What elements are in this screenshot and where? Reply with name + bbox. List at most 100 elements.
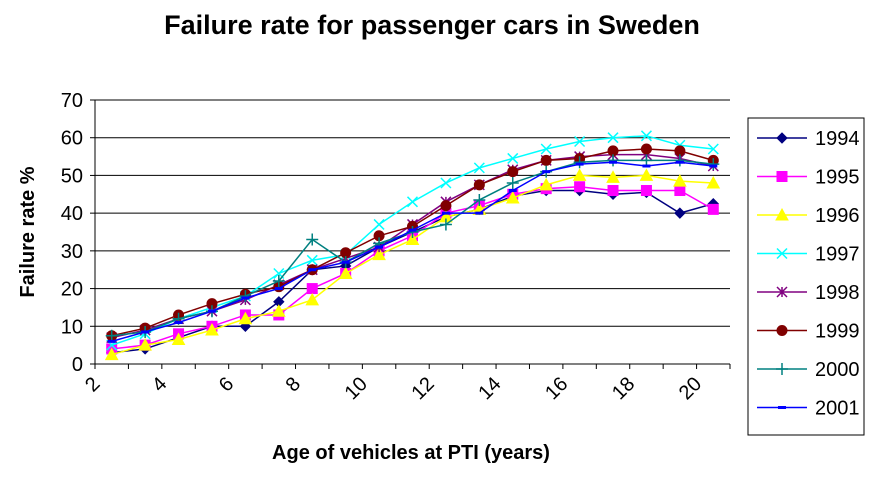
- data-point-1997: [707, 143, 719, 155]
- x-tick-label: 8: [282, 373, 305, 396]
- series-1994: [106, 184, 719, 359]
- data-point-1996: [405, 232, 420, 246]
- data-point-1996: [372, 247, 386, 261]
- data-point-1997: [373, 218, 385, 230]
- data-point-2000: [573, 156, 586, 169]
- data-point-1995: [607, 185, 619, 197]
- data-point-1996: [539, 177, 554, 191]
- data-point-1996: [238, 311, 253, 325]
- legend-label: 2000: [815, 359, 860, 381]
- data-point-2000: [506, 176, 519, 189]
- data-point-1999: [640, 143, 652, 155]
- legend-item-1996: 1996: [757, 205, 860, 227]
- x-tick-label: 12: [407, 373, 438, 404]
- data-point-2001: [709, 164, 718, 168]
- data-point-1996: [706, 175, 721, 189]
- y-axis-label: Failure rate %: [17, 166, 39, 297]
- legend-item-1999: 1999: [757, 321, 860, 343]
- data-point-1995: [574, 181, 586, 193]
- data-point-1996: [271, 304, 286, 317]
- legend-item-1998: 1998: [757, 282, 860, 304]
- data-point-2000: [105, 329, 118, 342]
- x-axis-label: Age of vehicles at PTI (years): [272, 442, 550, 464]
- data-point-2001: [642, 164, 651, 168]
- legend-item-2000: 2000: [757, 359, 860, 381]
- data-point-1996: [205, 323, 219, 336]
- legend-marker: [776, 325, 788, 336]
- data-point-1999: [540, 154, 552, 166]
- y-tick-label: 20: [61, 279, 83, 301]
- data-point-1994: [674, 207, 686, 219]
- legend-label: 1999: [815, 321, 860, 343]
- y-tick-label: 10: [61, 316, 83, 338]
- data-point-1996: [606, 170, 620, 183]
- data-point-2001: [375, 245, 384, 249]
- data-point-2001: [241, 296, 250, 300]
- data-point-1997: [306, 254, 318, 266]
- data-point-2000: [707, 158, 720, 171]
- y-tick-label: 60: [61, 128, 83, 150]
- data-point-2001: [609, 160, 618, 164]
- legend-item-1997: 1997: [757, 244, 860, 266]
- series-line-2000: [111, 159, 714, 337]
- x-tick-label: 16: [541, 373, 572, 404]
- data-point-1997: [440, 177, 452, 189]
- series-line-1995: [111, 185, 714, 350]
- x-tick-label: 2: [81, 373, 104, 396]
- y-tick-label: 40: [61, 203, 83, 225]
- data-point-1997: [540, 143, 552, 155]
- data-point-2001: [141, 330, 150, 334]
- data-point-2001: [675, 160, 684, 164]
- data-point-2000: [640, 154, 653, 167]
- x-axis-ticks: 2 4 6 8 10 12 14 16 18 20: [81, 364, 731, 404]
- data-point-1995: [306, 283, 318, 295]
- data-point-1997: [507, 152, 519, 164]
- axes: [94, 100, 730, 365]
- data-point-2000: [272, 275, 285, 288]
- legend-marker: [775, 207, 789, 221]
- data-point-1996: [338, 266, 353, 279]
- legend-label: 1998: [815, 282, 860, 304]
- legend-marker: [778, 406, 786, 409]
- data-point-1996: [171, 332, 186, 345]
- data-point-2000: [673, 154, 686, 167]
- data-point-1996: [305, 292, 320, 306]
- data-point-2001: [475, 211, 484, 215]
- grid: [95, 99, 730, 327]
- y-tick-label: 30: [61, 241, 83, 263]
- data-point-2001: [274, 287, 283, 291]
- data-point-2000: [439, 218, 452, 231]
- data-point-2001: [207, 309, 216, 313]
- series-1995: [106, 181, 719, 355]
- data-point-1995: [674, 185, 686, 197]
- legend: 1994 1995 1996 1997 1998 1999 2000 2001: [747, 117, 865, 436]
- legend-marker: [776, 247, 788, 260]
- y-tick-label: 0: [72, 354, 83, 376]
- chart-title: Failure rate for passenger cars in Swede…: [164, 10, 700, 40]
- legend-item-1995: 1995: [757, 167, 860, 189]
- data-point-1996: [104, 347, 119, 361]
- data-point-2001: [174, 321, 183, 325]
- legend-marker: [776, 132, 788, 144]
- legend-marker: [776, 363, 788, 375]
- data-point-1999: [473, 179, 485, 191]
- x-tick-label: 18: [608, 373, 639, 404]
- data-point-1997: [406, 196, 419, 208]
- data-point-2000: [473, 193, 486, 206]
- data-point-1997: [607, 132, 619, 144]
- data-point-2001: [308, 268, 317, 272]
- data-point-1997: [640, 130, 652, 142]
- legend-marker: [776, 171, 788, 182]
- x-tick-label: 10: [341, 373, 372, 404]
- data-point-1996: [572, 168, 587, 181]
- series-1996: [104, 168, 721, 361]
- data-point-1996: [673, 174, 687, 187]
- data-point-1999: [507, 166, 519, 178]
- x-tick-label: 6: [215, 373, 238, 396]
- data-point-1999: [440, 200, 452, 212]
- data-point-1997: [473, 162, 485, 174]
- legend-label: 1997: [815, 244, 860, 266]
- legend-label: 2001: [815, 398, 860, 420]
- legend-box: [747, 117, 865, 436]
